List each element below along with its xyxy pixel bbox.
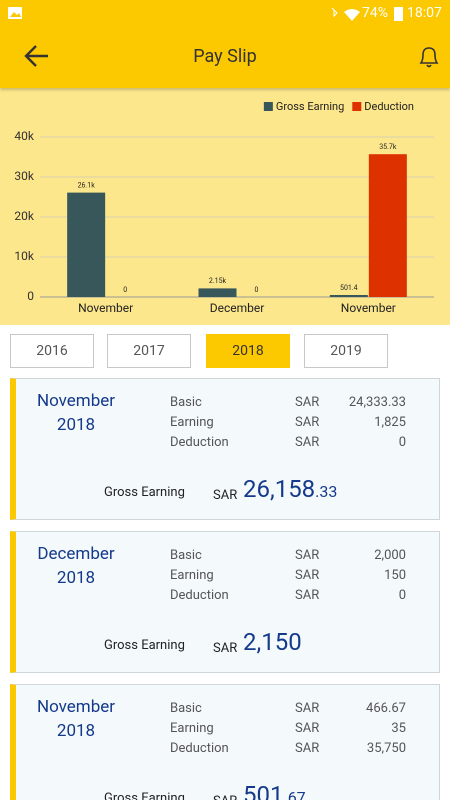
card-year: 2018: [56, 568, 96, 588]
clock: 18:07: [407, 5, 442, 21]
gross-fraction: .33: [315, 482, 338, 501]
bar: [368, 154, 407, 297]
year-tab[interactable]: 2017: [107, 334, 191, 368]
row-amount: 35: [391, 721, 406, 736]
row-amount: 35,750: [366, 741, 406, 756]
battery-percent: 74%: [362, 5, 388, 21]
payslip-card[interactable]: November 2018 Basic SAR 466.67 Earning SAR 35 De…: [10, 684, 440, 800]
battery-icon: [394, 7, 403, 21]
row-label: Earning: [170, 415, 214, 430]
row-label: Earning: [170, 568, 214, 583]
gross-amount: 2,150: [243, 628, 302, 656]
y-tick-label: 20k: [14, 209, 34, 223]
y-tick-label: 10k: [14, 249, 34, 263]
gross-currency: SAR: [213, 641, 238, 656]
back-button[interactable]: [24, 44, 50, 68]
gross-whole: 501: [243, 781, 284, 800]
legend-swatch: [263, 102, 273, 111]
row-label: Earning: [170, 721, 214, 736]
x-tick-label: November: [341, 301, 396, 315]
row-currency: SAR: [295, 395, 320, 410]
row-currency: SAR: [295, 568, 320, 583]
card-year: 2018: [56, 415, 96, 435]
y-tick-label: 30k: [14, 169, 34, 183]
row-amount: 466.67: [366, 701, 406, 716]
card-year: 2018: [56, 721, 96, 741]
data-label: 2.15k: [209, 277, 227, 285]
year-tab[interactable]: 2016: [10, 334, 94, 368]
gross-label: Gross Earning: [104, 485, 185, 500]
gross-whole: 26,158: [243, 475, 316, 503]
x-tick-label: December: [210, 301, 265, 315]
page-title: Pay Slip: [193, 46, 257, 67]
y-tick-label: 0: [27, 289, 34, 303]
row-amount: 24,333.33: [348, 395, 406, 410]
card-month: November: [36, 697, 116, 717]
y-tick-label: 40k: [14, 129, 34, 143]
data-label: 35.7k: [379, 143, 397, 151]
row-amount: 150: [384, 568, 406, 583]
row-currency: SAR: [295, 721, 320, 736]
data-label: 0: [123, 286, 127, 294]
payslip-card[interactable]: December 2018 Basic SAR 2,000 Earning SAR 150 De…: [10, 531, 440, 673]
row-currency: SAR: [295, 435, 320, 450]
bar: [329, 294, 368, 297]
row-currency: SAR: [295, 415, 320, 430]
row-currency: SAR: [295, 548, 320, 563]
bar: [67, 192, 106, 297]
row-label: Deduction: [170, 588, 229, 603]
legend-swatch: [352, 102, 362, 111]
card-month: December: [37, 544, 115, 564]
gross-currency: SAR: [213, 794, 237, 800]
chart: 0 10k 20k 30k 40k November 26.1k 0 December 2.15k…: [0, 88, 450, 325]
legend-label: Deduction: [364, 100, 414, 113]
row-label: Basic: [170, 701, 202, 716]
data-label: 501.4: [340, 284, 358, 292]
row-label: Deduction: [170, 741, 229, 756]
card-month: November: [36, 391, 116, 411]
signal-icons: [331, 7, 360, 21]
notification-bell[interactable]: [417, 44, 441, 70]
gross-fraction: .67: [283, 788, 306, 800]
year-tab[interactable]: 2019: [304, 334, 388, 368]
year-tab[interactable]: 2018: [206, 334, 290, 368]
x-tick-label: November: [78, 301, 133, 315]
row-amount: 2,000: [374, 548, 406, 563]
row-currency: SAR: [295, 701, 320, 716]
row-currency: SAR: [295, 741, 320, 756]
gross-amount: 501.67: [243, 781, 306, 800]
row-label: Basic: [170, 548, 202, 563]
data-label: 0: [255, 286, 259, 294]
gross-label: Gross Earning: [104, 638, 185, 653]
gallery-icon: [8, 7, 22, 19]
legend-label: Gross Earning: [276, 100, 344, 113]
data-label: 26.1k: [78, 181, 96, 189]
bar: [198, 288, 237, 297]
gross-currency: SAR: [213, 488, 238, 503]
app-bar: 74% 18:07 Pay Slip: [0, 0, 450, 88]
gross-label: Gross Earning: [104, 791, 185, 800]
row-amount: 1,825: [374, 415, 406, 430]
row-amount: 0: [398, 435, 406, 450]
gross-whole: 2,150: [243, 628, 302, 656]
row-currency: SAR: [295, 588, 320, 603]
row-amount: 0: [398, 588, 406, 603]
payslip-card[interactable]: November 2018 Basic SAR 24,333.33 Earning SAR 1…: [10, 378, 440, 520]
row-label: Basic: [170, 395, 202, 410]
gross-amount: 26,158.33: [243, 475, 337, 503]
row-label: Deduction: [170, 435, 229, 450]
